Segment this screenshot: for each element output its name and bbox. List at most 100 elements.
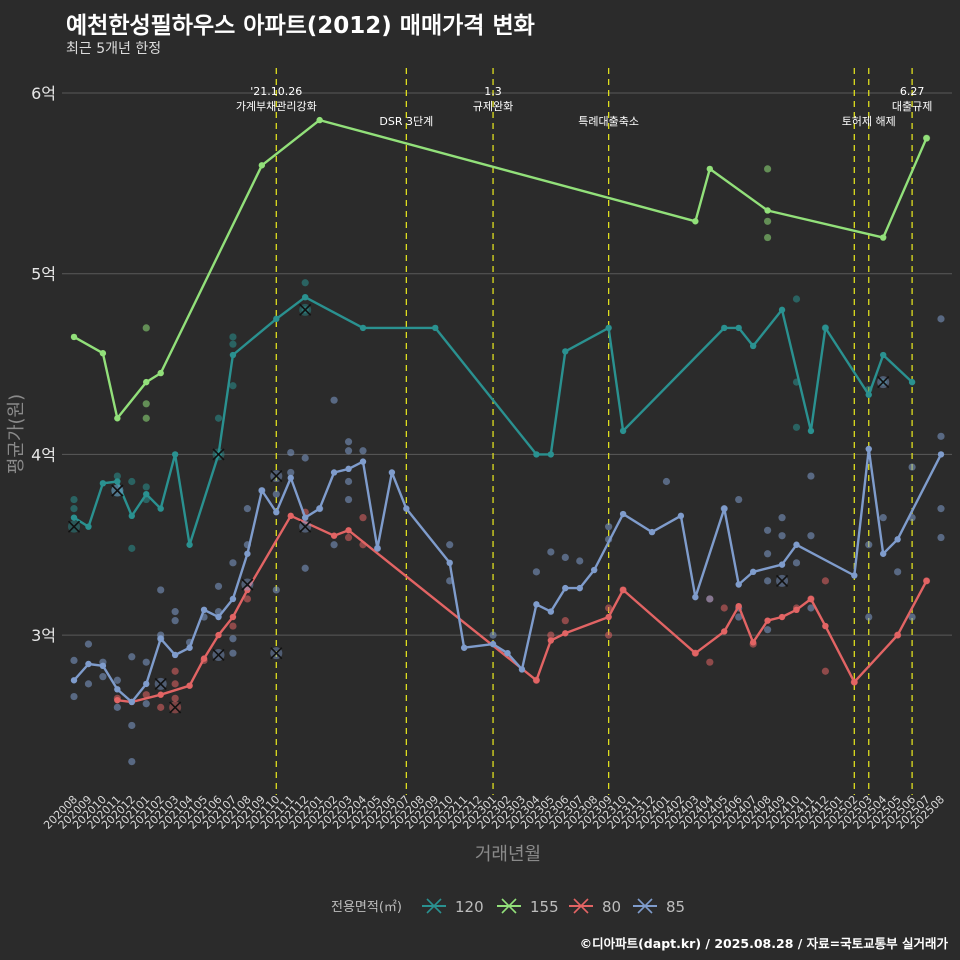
scatter-point-85 [157, 586, 165, 594]
y-tick-label: 5억 [31, 265, 56, 284]
series-point-85 [388, 469, 396, 476]
scatter-point-85 [865, 613, 873, 621]
series-point-80 [114, 696, 121, 704]
legend-title: 전용면적(㎡) [331, 900, 402, 915]
scatter-point-85 [171, 608, 179, 616]
series-point-120 [186, 541, 193, 548]
cross-stroke [212, 648, 225, 662]
cross-marker-120 [299, 303, 312, 316]
series-point-85 [128, 698, 135, 706]
series-point-120 [229, 351, 237, 359]
scatter-point-85 [171, 617, 179, 625]
series-point-80 [619, 586, 627, 594]
scatter-point-85 [272, 586, 280, 594]
scatter-point-85 [229, 635, 237, 643]
series-point-85 [677, 512, 685, 520]
series-point-155 [692, 218, 699, 225]
cross-marker-85 [241, 578, 254, 591]
scatter-point-85 [128, 757, 136, 766]
cross-marker-85 [270, 470, 283, 483]
series-point-85 [576, 584, 583, 592]
series-point-85 [143, 680, 150, 688]
series-point-85 [345, 465, 352, 473]
series-point-85 [591, 566, 598, 574]
scatter-point-80 [605, 604, 613, 612]
scatter-point-85 [128, 653, 136, 661]
scatter-point-120 [142, 483, 150, 491]
legend-label: 155 [530, 898, 559, 916]
scatter-point-80 [720, 604, 728, 612]
series-point-80 [562, 630, 569, 637]
scatter-point-155 [142, 324, 150, 332]
series-point-120 [70, 514, 78, 521]
chart-title: 예천한성필하우스 아파트(2012) 매매가격 변화 [66, 13, 535, 39]
scatter-point-85 [778, 514, 786, 522]
scatter-point-120 [70, 505, 78, 513]
series-point-120 [273, 315, 280, 323]
series-point-85 [851, 572, 858, 579]
legend-item-80: 80 [569, 898, 621, 916]
cross-marker-85 [775, 574, 789, 587]
series-point-85 [778, 561, 786, 568]
scatter-point-85 [894, 568, 902, 576]
series-point-80 [186, 682, 193, 689]
series-point-120 [865, 391, 872, 398]
scatter-point-85 [735, 613, 743, 621]
series-point-80 [229, 613, 237, 621]
legend-label: 85 [666, 898, 685, 916]
cross-marker-80 [169, 701, 182, 714]
series-point-80 [157, 691, 164, 698]
scatter-point-85 [128, 721, 136, 730]
scatter-point-80 [561, 617, 569, 625]
cross-stroke [299, 303, 312, 316]
series-point-85 [186, 644, 193, 651]
scatter-point-85 [301, 564, 309, 572]
series-point-155 [99, 350, 107, 357]
scatter-point-85 [778, 532, 786, 540]
series-point-120 [822, 324, 829, 332]
series-point-85 [244, 550, 251, 557]
cross-stroke [299, 520, 312, 533]
series-point-120 [302, 293, 309, 301]
series-point-85 [489, 640, 497, 648]
scatter-point-80 [243, 595, 251, 603]
series-point-80 [851, 678, 858, 686]
series-point-155 [923, 134, 930, 142]
series-line-80 [117, 514, 928, 704]
series-point-85 [316, 505, 323, 512]
series-line-85 [73, 447, 943, 704]
scatter-point-85 [142, 658, 150, 666]
cross-stroke [775, 574, 789, 587]
scatter-point-80 [821, 667, 830, 675]
series-line-155 [73, 118, 928, 420]
series-point-85 [229, 595, 237, 603]
scatter-point-80 [142, 691, 150, 699]
series-point-80 [605, 613, 612, 621]
scatter-point-80 [821, 577, 830, 585]
series-point-80 [200, 655, 208, 662]
scatter-point-85 [446, 541, 454, 549]
scatter-point-80 [547, 631, 555, 639]
series-point-85 [215, 613, 222, 621]
scatter-point-120 [214, 414, 223, 422]
series-point-155 [70, 333, 78, 341]
scatter-point-85 [229, 559, 237, 567]
scatter-point-85 [344, 447, 353, 455]
scatter-point-85 [807, 604, 815, 612]
scatter-point-120 [229, 333, 237, 341]
series-point-85 [533, 601, 540, 608]
series-point-120 [807, 427, 815, 435]
scatter-point-155 [764, 233, 772, 242]
scatter-point-85 [70, 692, 78, 701]
series-point-80 [822, 622, 829, 630]
series-point-85 [258, 487, 266, 494]
scatter-point-85 [359, 447, 367, 455]
event-label: '21.10.26 가계부채관리강화 [236, 85, 317, 113]
scatter-point-120 [128, 544, 136, 552]
scatter-point-85 [937, 505, 945, 513]
cross-stroke [270, 647, 283, 660]
series-point-85 [359, 458, 367, 465]
series-point-85 [302, 514, 309, 521]
series-point-85 [894, 536, 901, 543]
